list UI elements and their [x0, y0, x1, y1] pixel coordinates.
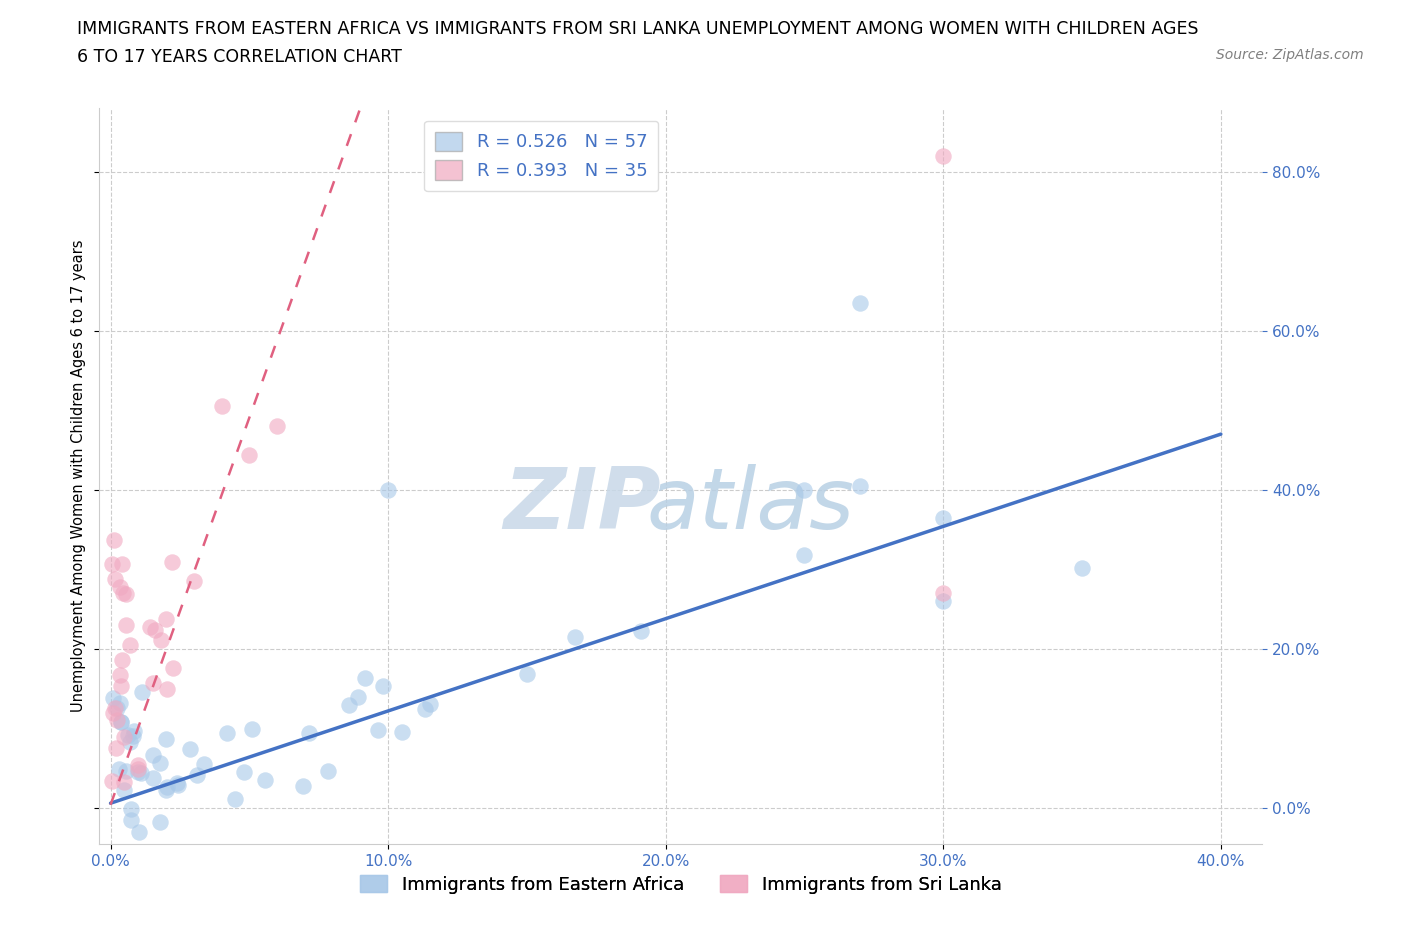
Point	[516, 666, 538, 681]
Point	[162, 661, 184, 676]
Point	[377, 483, 399, 498]
Point	[211, 398, 233, 413]
Point	[104, 740, 127, 755]
Point	[186, 767, 208, 782]
Point	[105, 713, 128, 728]
Point	[367, 723, 389, 737]
Point	[118, 638, 141, 653]
Point	[160, 555, 183, 570]
Point	[233, 764, 256, 779]
Point	[149, 755, 172, 770]
Y-axis label: Unemployment Among Women with Children Ages 6 to 17 years: Unemployment Among Women with Children A…	[72, 240, 86, 712]
Point	[110, 715, 132, 730]
Point	[127, 757, 149, 772]
Point	[120, 801, 142, 816]
Point	[183, 574, 205, 589]
Point	[112, 775, 135, 790]
Point	[107, 762, 129, 777]
Point	[193, 757, 215, 772]
Point	[155, 782, 177, 797]
Point	[166, 777, 188, 792]
Point	[793, 483, 815, 498]
Point	[128, 825, 150, 840]
Point	[105, 700, 128, 715]
Point	[115, 764, 138, 778]
Point	[111, 585, 134, 600]
Point	[337, 698, 360, 713]
Point	[129, 765, 152, 780]
Point	[142, 675, 165, 690]
Point	[122, 724, 145, 738]
Point	[131, 684, 153, 699]
Point	[413, 701, 436, 716]
Text: 6 TO 17 YEARS CORRELATION CHART: 6 TO 17 YEARS CORRELATION CHART	[77, 48, 402, 66]
Point	[120, 813, 142, 828]
Point	[111, 652, 134, 667]
Point	[101, 774, 124, 789]
Point	[122, 728, 145, 743]
Point	[103, 533, 125, 548]
Point	[564, 629, 586, 644]
Point	[150, 633, 173, 648]
Point	[156, 682, 179, 697]
Point	[110, 668, 132, 683]
Point	[932, 593, 955, 608]
Text: Source: ZipAtlas.com: Source: ZipAtlas.com	[1216, 48, 1364, 62]
Text: atlas: atlas	[647, 464, 855, 547]
Point	[932, 586, 955, 601]
Text: ZIP: ZIP	[503, 464, 661, 547]
Point	[179, 742, 201, 757]
Point	[215, 725, 238, 740]
Point	[149, 815, 172, 830]
Point	[391, 724, 413, 739]
Point	[142, 748, 165, 763]
Point	[240, 722, 263, 737]
Point	[143, 623, 166, 638]
Point	[142, 771, 165, 786]
Point	[1071, 561, 1094, 576]
Point	[103, 690, 125, 705]
Point	[266, 418, 288, 433]
Point	[932, 511, 955, 525]
Point	[112, 783, 135, 798]
Point	[118, 735, 141, 750]
Point	[347, 689, 370, 704]
Point	[115, 618, 138, 632]
Point	[115, 587, 138, 602]
Point	[849, 296, 872, 311]
Point	[371, 679, 394, 694]
Point	[101, 706, 124, 721]
Point	[117, 727, 139, 742]
Point	[292, 778, 315, 793]
Point	[253, 773, 276, 788]
Point	[108, 696, 131, 711]
Point	[630, 624, 652, 639]
Point	[849, 478, 872, 493]
Point	[110, 679, 132, 694]
Point	[155, 611, 177, 626]
Point	[127, 762, 149, 777]
Point	[110, 715, 132, 730]
Point	[298, 726, 321, 741]
Point	[155, 731, 177, 746]
Point	[104, 700, 127, 715]
Point	[108, 579, 131, 594]
Point	[166, 776, 188, 790]
Point	[111, 556, 134, 571]
Point	[101, 557, 124, 572]
Point	[127, 764, 149, 779]
Point	[316, 764, 339, 778]
Legend: Immigrants from Eastern Africa, Immigrants from Sri Lanka: Immigrants from Eastern Africa, Immigran…	[353, 869, 1010, 901]
Point	[419, 697, 441, 711]
Point	[156, 779, 179, 794]
Text: IMMIGRANTS FROM EASTERN AFRICA VS IMMIGRANTS FROM SRI LANKA UNEMPLOYMENT AMONG W: IMMIGRANTS FROM EASTERN AFRICA VS IMMIGR…	[77, 20, 1199, 38]
Point	[353, 671, 375, 685]
Point	[112, 730, 135, 745]
Point	[224, 791, 246, 806]
Point	[238, 448, 260, 463]
Point	[139, 619, 162, 634]
Point	[104, 571, 127, 586]
Point	[932, 148, 955, 163]
Point	[793, 548, 815, 563]
